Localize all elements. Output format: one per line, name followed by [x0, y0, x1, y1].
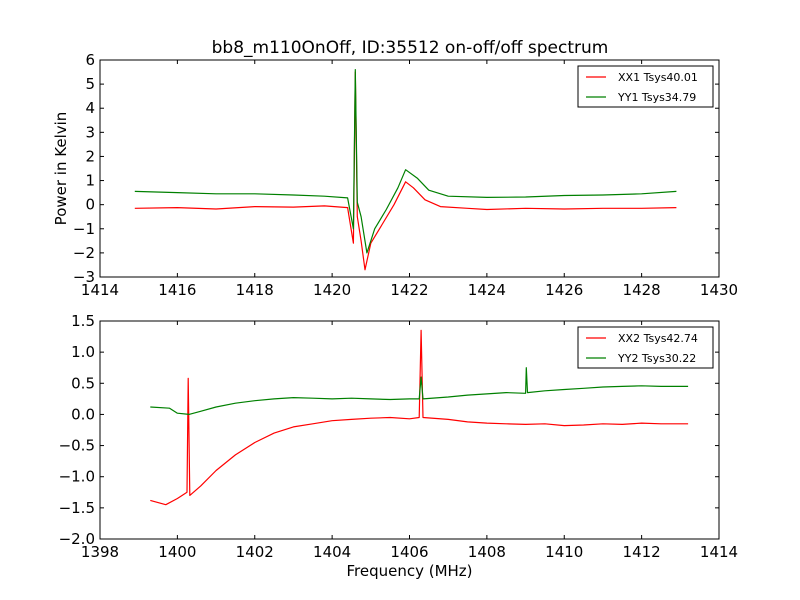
y-tick-label: −3	[73, 268, 95, 286]
y-tick-label: 1.5	[71, 312, 95, 330]
x-tick-label: 1420	[313, 281, 351, 299]
x-axis-label: Frequency (MHz)	[346, 562, 472, 580]
series-line-1	[134, 69, 677, 254]
x-tick-label: 1406	[390, 543, 428, 561]
x-tick-label: 1414	[700, 543, 738, 561]
x-tick-label: 1416	[158, 281, 196, 299]
y-tick-label: −2	[73, 244, 95, 262]
y-tick-label: −0.5	[59, 437, 95, 455]
y-tick-label: 3	[85, 123, 95, 141]
series-line-0	[150, 329, 689, 506]
x-tick-label: 1404	[313, 543, 351, 561]
top-plot: 1414 1416 1418 1420 1422 1424 1426 1428 1430−3−2…	[52, 51, 738, 299]
legend-label-0: XX1 Tsys40.01	[618, 71, 698, 84]
x-tick-label: 1418	[236, 281, 274, 299]
x-tick-label: 1426	[545, 281, 583, 299]
x-tick-label: 1400	[158, 543, 196, 561]
y-axis-label: Power in Kelvin	[52, 112, 70, 226]
legend-label-0: XX2 Tsys42.74	[618, 332, 698, 345]
series-line-0	[134, 71, 677, 271]
x-tick-label: 1408	[468, 543, 506, 561]
legend-box	[577, 326, 714, 369]
y-tick-label: −1.0	[59, 468, 95, 486]
x-tick-label: 1398	[81, 543, 119, 561]
y-tick-label: −1.5	[59, 499, 95, 517]
y-tick-label: 0	[85, 196, 95, 214]
y-tick-label: 1	[85, 172, 95, 190]
figure-title: bb8_m110OnOff, ID:35512 on-off/off spect…	[212, 38, 609, 58]
y-tick-label: 0.0	[71, 405, 95, 423]
y-tick-label: 2	[85, 147, 95, 165]
x-tick-label: 1422	[390, 281, 428, 299]
x-tick-label: 1402	[236, 543, 274, 561]
y-tick-label: 1.0	[71, 343, 95, 361]
y-tick-label: 0.5	[71, 374, 95, 392]
y-tick-label: 6	[85, 51, 95, 69]
x-tick-label: 1428	[623, 281, 661, 299]
y-tick-label: 4	[85, 99, 95, 117]
y-tick-label: 5	[85, 75, 95, 93]
legend: XX2 Tsys42.74 YY2 Tsys30.22	[577, 326, 714, 369]
x-tick-label: 1430	[700, 281, 738, 299]
series-line-1	[150, 367, 689, 415]
legend-label-1: YY1 Tsys34.79	[617, 91, 696, 104]
x-tick-label: 1414	[81, 281, 119, 299]
legend-box	[577, 65, 714, 108]
x-tick-label: 1424	[468, 281, 506, 299]
x-tick-label: 1410	[545, 543, 583, 561]
x-tick-label: 1412	[623, 543, 661, 561]
y-tick-label: −2.0	[59, 530, 95, 548]
bottom-plot: 1398 1400 1402 1404 1406 1408 1410 1412 1414 −2.0…	[59, 312, 739, 580]
y-tick-label: −1	[73, 220, 95, 238]
legend: XX1 Tsys40.01 YY1 Tsys34.79	[577, 65, 714, 108]
legend-label-1: YY2 Tsys30.22	[617, 352, 696, 365]
